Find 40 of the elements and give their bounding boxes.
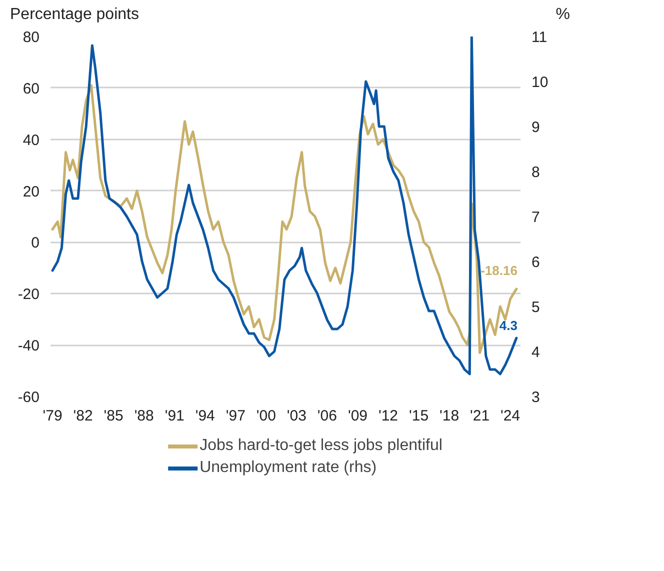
x-tick-label: '09 [348,408,368,424]
y-axis-title: Percentage points [10,5,139,25]
y2-tick-label: 9 [532,119,540,136]
x-tick-label: '24 [500,408,520,424]
x-tick-label: '82 [73,408,93,424]
y-tick-label: -20 [18,286,40,304]
x-tick-label: '15 [408,408,429,424]
x-tick-label: '94 [195,408,215,424]
y2-tick-label: 3 [532,389,540,406]
y2-tick-label: 4 [532,344,540,361]
y-tick-label: 80 [22,29,40,46]
y-tick-label: 60 [22,80,40,98]
y-tick-label: 20 [22,183,40,200]
y-tick-label: -40 [18,338,40,355]
x-tick-label: '21 [470,408,490,424]
y2-tick-label: 7 [532,209,540,226]
y2-tick-label: 10 [532,74,548,91]
y2-tick-label: 11 [532,29,548,46]
x-tick-label: '91 [164,408,184,424]
y2-tick-label: 6 [532,254,540,271]
x-tick-label: '97 [226,408,246,424]
legend-label: Jobs hard-to-get less jobs plentiful [200,436,442,456]
line-series [51,36,518,376]
x-tick-label: '06 [317,408,337,424]
y2-tick-label: 8 [532,164,540,181]
y2-axis-title: % [556,5,570,25]
x-tick-label: '88 [134,408,154,424]
y-tick-label: 40 [22,132,40,149]
data-label: -18.16 [480,262,518,278]
y-tick-label: -60 [18,389,40,406]
y-tick-label: 0 [31,234,40,252]
y2-tick-label: 5 [532,299,540,316]
x-tick-label: '03 [286,408,306,424]
legend-label: Unemployment rate (rhs) [200,458,377,478]
x-tick-label: '18 [440,408,460,424]
x-tick-label: '00 [256,408,276,424]
x-tick-label: '79 [42,408,62,424]
x-tick-label: '85 [104,408,124,424]
data-label: 4.3 [499,318,518,333]
x-tick-label: '12 [378,408,398,424]
